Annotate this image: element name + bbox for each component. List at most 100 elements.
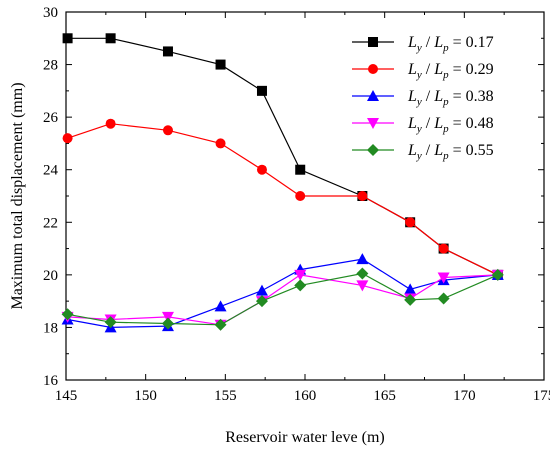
- data-point: [61, 308, 74, 321]
- data-point: [214, 318, 227, 331]
- data-point: [255, 295, 268, 308]
- x-tick-label: 155: [214, 388, 237, 404]
- data-point: [215, 59, 226, 70]
- legend-label-part: L: [407, 115, 417, 132]
- data-point: [437, 292, 450, 305]
- data-point: [491, 268, 504, 281]
- legend-item: Ly / Lp = 0.17: [352, 34, 494, 54]
- legend-label-part: L: [407, 34, 417, 51]
- legend-label-part: L: [433, 88, 443, 105]
- series-layer: [61, 33, 504, 333]
- data-point: [255, 284, 268, 296]
- data-point: [294, 269, 307, 281]
- data-point: [295, 164, 306, 175]
- legend-swatch-marker: [368, 37, 378, 47]
- data-point: [105, 33, 116, 44]
- legend-label-part: L: [433, 115, 443, 132]
- y-tick-label: 20: [43, 268, 58, 284]
- legend-label-part: = 0.17: [449, 34, 494, 51]
- x-axis: 145 150 155 160 165 170 175: [55, 12, 550, 404]
- data-point: [405, 217, 416, 228]
- legend-label-part: p: [442, 96, 449, 108]
- legend-label-part: p: [442, 123, 449, 135]
- data-point: [162, 125, 173, 136]
- legend-item: Ly / Lp = 0.29: [352, 61, 494, 81]
- legend-label-part: = 0.29: [449, 61, 494, 78]
- legend-swatch-marker: [367, 118, 379, 129]
- series-line: [67, 272, 499, 326]
- data-point: [356, 253, 369, 265]
- y-tick-label: 22: [43, 215, 58, 231]
- legend-label-part: L: [407, 61, 417, 78]
- data-point: [62, 133, 73, 144]
- x-tick-label: 170: [453, 388, 476, 404]
- legend-label-part: y: [416, 123, 422, 135]
- legend-label-part: L: [433, 61, 443, 78]
- series-line: [67, 274, 498, 326]
- legend-label-part: L: [407, 88, 417, 105]
- series-line: [67, 123, 499, 276]
- x-axis-title: Reservoir water leve (m): [225, 429, 384, 446]
- legend-label-part: /: [422, 142, 434, 159]
- legend-label-part: y: [416, 150, 422, 162]
- data-point: [104, 316, 117, 329]
- legend-label-part: /: [422, 115, 434, 132]
- legend-swatch-marker: [368, 64, 378, 74]
- data-point: [294, 279, 307, 292]
- legend-label: Ly / Lp = 0.17: [407, 34, 494, 54]
- data-point: [295, 191, 306, 201]
- legend-item: Ly / Lp = 0.38: [352, 88, 494, 108]
- legend-label-part: = 0.48: [449, 115, 494, 132]
- y-tick-label: 18: [43, 320, 58, 336]
- data-point: [256, 164, 267, 175]
- series-line: [67, 258, 498, 329]
- data-point: [62, 33, 73, 44]
- legend-label-part: = 0.55: [449, 142, 494, 159]
- legend-label-part: y: [416, 42, 422, 54]
- legend-label-part: /: [422, 34, 434, 51]
- data-point: [357, 191, 368, 201]
- data-point: [214, 300, 227, 312]
- legend-label-part: /: [422, 88, 434, 105]
- legend-label-part: y: [416, 96, 422, 108]
- data-point: [162, 46, 173, 57]
- y-tick-label: 30: [43, 5, 58, 21]
- legend-label-part: L: [433, 142, 443, 159]
- data-point: [161, 311, 174, 323]
- y-tick-label: 24: [43, 163, 59, 179]
- x-tick-label: 175: [533, 388, 550, 404]
- legend-label: Ly / Lp = 0.48: [407, 115, 494, 135]
- legend-label-part: = 0.38: [449, 88, 494, 105]
- legend-label-part: y: [416, 69, 422, 81]
- x-tick-label: 145: [55, 388, 78, 404]
- data-point: [105, 118, 116, 129]
- legend-label: Ly / Lp = 0.38: [407, 88, 494, 108]
- y-tick-label: 16: [43, 373, 59, 389]
- legend-label: Ly / Lp = 0.55: [407, 142, 494, 162]
- y-tick-label: 26: [43, 110, 59, 126]
- data-point: [438, 243, 449, 254]
- data-point: [404, 283, 417, 295]
- data-point: [161, 317, 174, 330]
- data-point: [215, 138, 226, 149]
- legend-swatch-marker: [367, 144, 379, 156]
- data-point: [404, 293, 417, 306]
- legend-label-part: p: [442, 150, 449, 162]
- x-tick-label: 160: [294, 388, 317, 404]
- y-axis-title: Maximum total displacement (mm): [9, 82, 26, 309]
- data-point: [356, 267, 369, 280]
- data-point: [437, 272, 450, 284]
- legend-swatch-marker: [367, 90, 379, 101]
- series-4: [61, 267, 504, 331]
- legend-label-part: p: [442, 69, 449, 81]
- legend-item: Ly / Lp = 0.48: [352, 115, 494, 135]
- legend-label: Ly / Lp = 0.29: [407, 61, 494, 81]
- legend-label-part: /: [422, 61, 434, 78]
- data-point: [356, 280, 369, 292]
- legend-label-part: L: [407, 142, 417, 159]
- y-tick-label: 28: [43, 58, 58, 74]
- data-point: [256, 85, 267, 96]
- x-tick-label: 165: [373, 388, 396, 404]
